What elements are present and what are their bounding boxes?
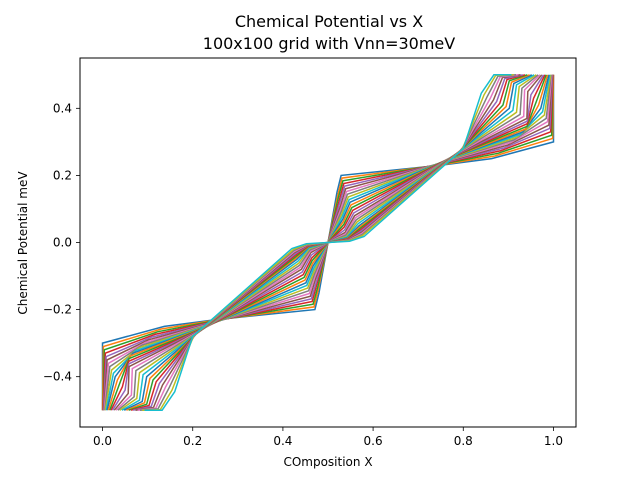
chart-subtitle: 100x100 grid with Vnn=30meV bbox=[203, 34, 456, 53]
y-axis-label: Chemical Potential meV bbox=[16, 171, 30, 315]
series-line-30 bbox=[144, 74, 512, 411]
y-tick-label: −0.2 bbox=[43, 303, 72, 317]
x-tick-label: 0.4 bbox=[273, 434, 292, 448]
x-tick-label: 0.8 bbox=[454, 434, 473, 448]
x-axis-label: COmposition X bbox=[283, 455, 372, 469]
x-tick-label: 0.2 bbox=[183, 434, 202, 448]
y-tick-label: 0.4 bbox=[53, 101, 72, 115]
y-tick-label: −0.4 bbox=[43, 370, 72, 384]
y-tick-label: 0.0 bbox=[53, 236, 72, 250]
x-tick-label: 0.0 bbox=[93, 434, 112, 448]
chart-title: Chemical Potential vs X bbox=[235, 12, 423, 31]
x-tick-label: 1.0 bbox=[544, 434, 563, 448]
x-axis-ticks: 0.0 0.2 0.4 0.6 0.8 1.0 bbox=[93, 427, 563, 448]
x-tick-label: 0.6 bbox=[364, 434, 383, 448]
y-axis-ticks: −0.4 −0.2 0.0 0.2 0.4 bbox=[43, 101, 80, 384]
plot-lines bbox=[101, 74, 555, 411]
y-tick-label: 0.2 bbox=[53, 168, 72, 182]
